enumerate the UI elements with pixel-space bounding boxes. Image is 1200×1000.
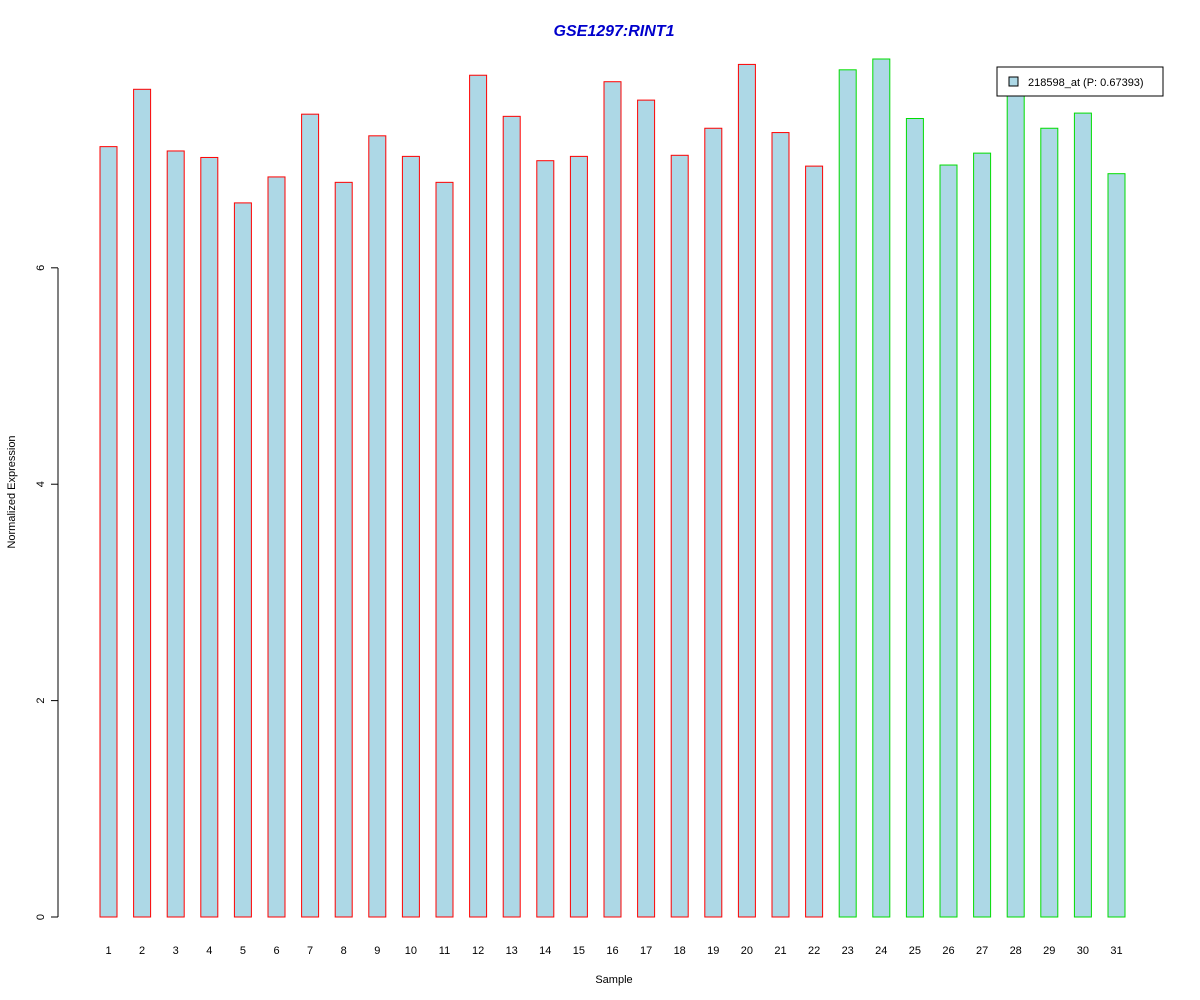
bar [569, 155, 588, 918]
x-tick-label: 19 [707, 945, 719, 957]
bar [166, 150, 185, 918]
bar [838, 69, 857, 918]
x-tick-label: 9 [374, 945, 380, 957]
x-tick-label: 26 [942, 945, 954, 957]
x-tick-label: 8 [341, 945, 347, 957]
x-tick-label: 25 [909, 945, 921, 957]
x-axis-tick-labels: 1 2 3 4 5 6 7 8 9 10 11 12 13 14 15 16 17 18 19 20 21 22 23 24 2… [105, 945, 1122, 957]
bar [401, 155, 420, 918]
bar [603, 81, 622, 918]
bar [469, 74, 488, 918]
x-tick-label: 24 [875, 945, 887, 957]
x-tick-label: 15 [573, 945, 585, 957]
x-tick-label: 2 [139, 945, 145, 957]
y-tick-label: 2 [35, 698, 47, 704]
x-tick-label: 14 [539, 945, 551, 957]
bar [99, 146, 118, 918]
x-tick-label: 17 [640, 945, 652, 957]
bar [536, 160, 555, 918]
bar [301, 113, 320, 918]
x-tick-label: 1 [105, 945, 111, 957]
bar [737, 63, 756, 918]
bar [1006, 92, 1025, 918]
x-tick-label: 6 [273, 945, 279, 957]
bar [771, 132, 790, 918]
bar [334, 181, 353, 918]
bar [200, 156, 219, 918]
x-tick-label: 3 [173, 945, 179, 957]
bars-group [99, 58, 1126, 918]
x-tick-label: 10 [405, 945, 417, 957]
x-tick-label: 27 [976, 945, 988, 957]
bar [872, 58, 891, 918]
bar [805, 165, 824, 918]
bar [973, 152, 992, 918]
bar [233, 202, 252, 918]
x-tick-label: 11 [439, 945, 450, 957]
x-tick-label: 21 [774, 945, 786, 957]
x-axis-label: Sample [595, 974, 632, 986]
legend-swatch [1008, 76, 1019, 87]
bar [939, 164, 958, 918]
x-tick-label: 20 [741, 945, 753, 957]
bar [637, 99, 656, 918]
y-tick-label: 0 [35, 914, 47, 920]
x-tick-label: 31 [1110, 945, 1122, 957]
y-axis-ticks: 0 2 4 6 [35, 265, 58, 920]
legend-entry-label: 218598_at (P: 0.67393) [1028, 77, 1144, 89]
chart-title: GSE1297:RINT1 [554, 23, 675, 40]
x-tick-label: 18 [674, 945, 686, 957]
x-tick-label: 29 [1043, 945, 1055, 957]
bar [704, 127, 723, 918]
x-tick-label: 7 [307, 945, 313, 957]
bar [133, 88, 152, 918]
x-tick-label: 28 [1010, 945, 1022, 957]
x-tick-label: 22 [808, 945, 820, 957]
x-tick-label: 13 [506, 945, 518, 957]
x-tick-label: 16 [606, 945, 618, 957]
x-tick-label: 23 [842, 945, 854, 957]
bar [1073, 112, 1092, 918]
x-tick-label: 4 [206, 945, 212, 957]
bar [435, 181, 454, 918]
x-tick-label: 12 [472, 945, 484, 957]
legend-box [996, 66, 1164, 97]
bar [368, 135, 387, 918]
y-axis-label: Normalized Expression [6, 435, 18, 548]
x-tick-label: 5 [240, 945, 246, 957]
bar [670, 154, 689, 918]
bar [502, 115, 521, 918]
bar [267, 176, 286, 918]
legend: 218598_at (P: 0.67393) [996, 66, 1164, 97]
x-tick-label: 30 [1077, 945, 1089, 957]
bar [1040, 127, 1059, 918]
bar [1107, 173, 1126, 918]
y-tick-label: 4 [35, 481, 47, 487]
bar [905, 118, 924, 918]
y-tick-label: 6 [35, 265, 47, 271]
